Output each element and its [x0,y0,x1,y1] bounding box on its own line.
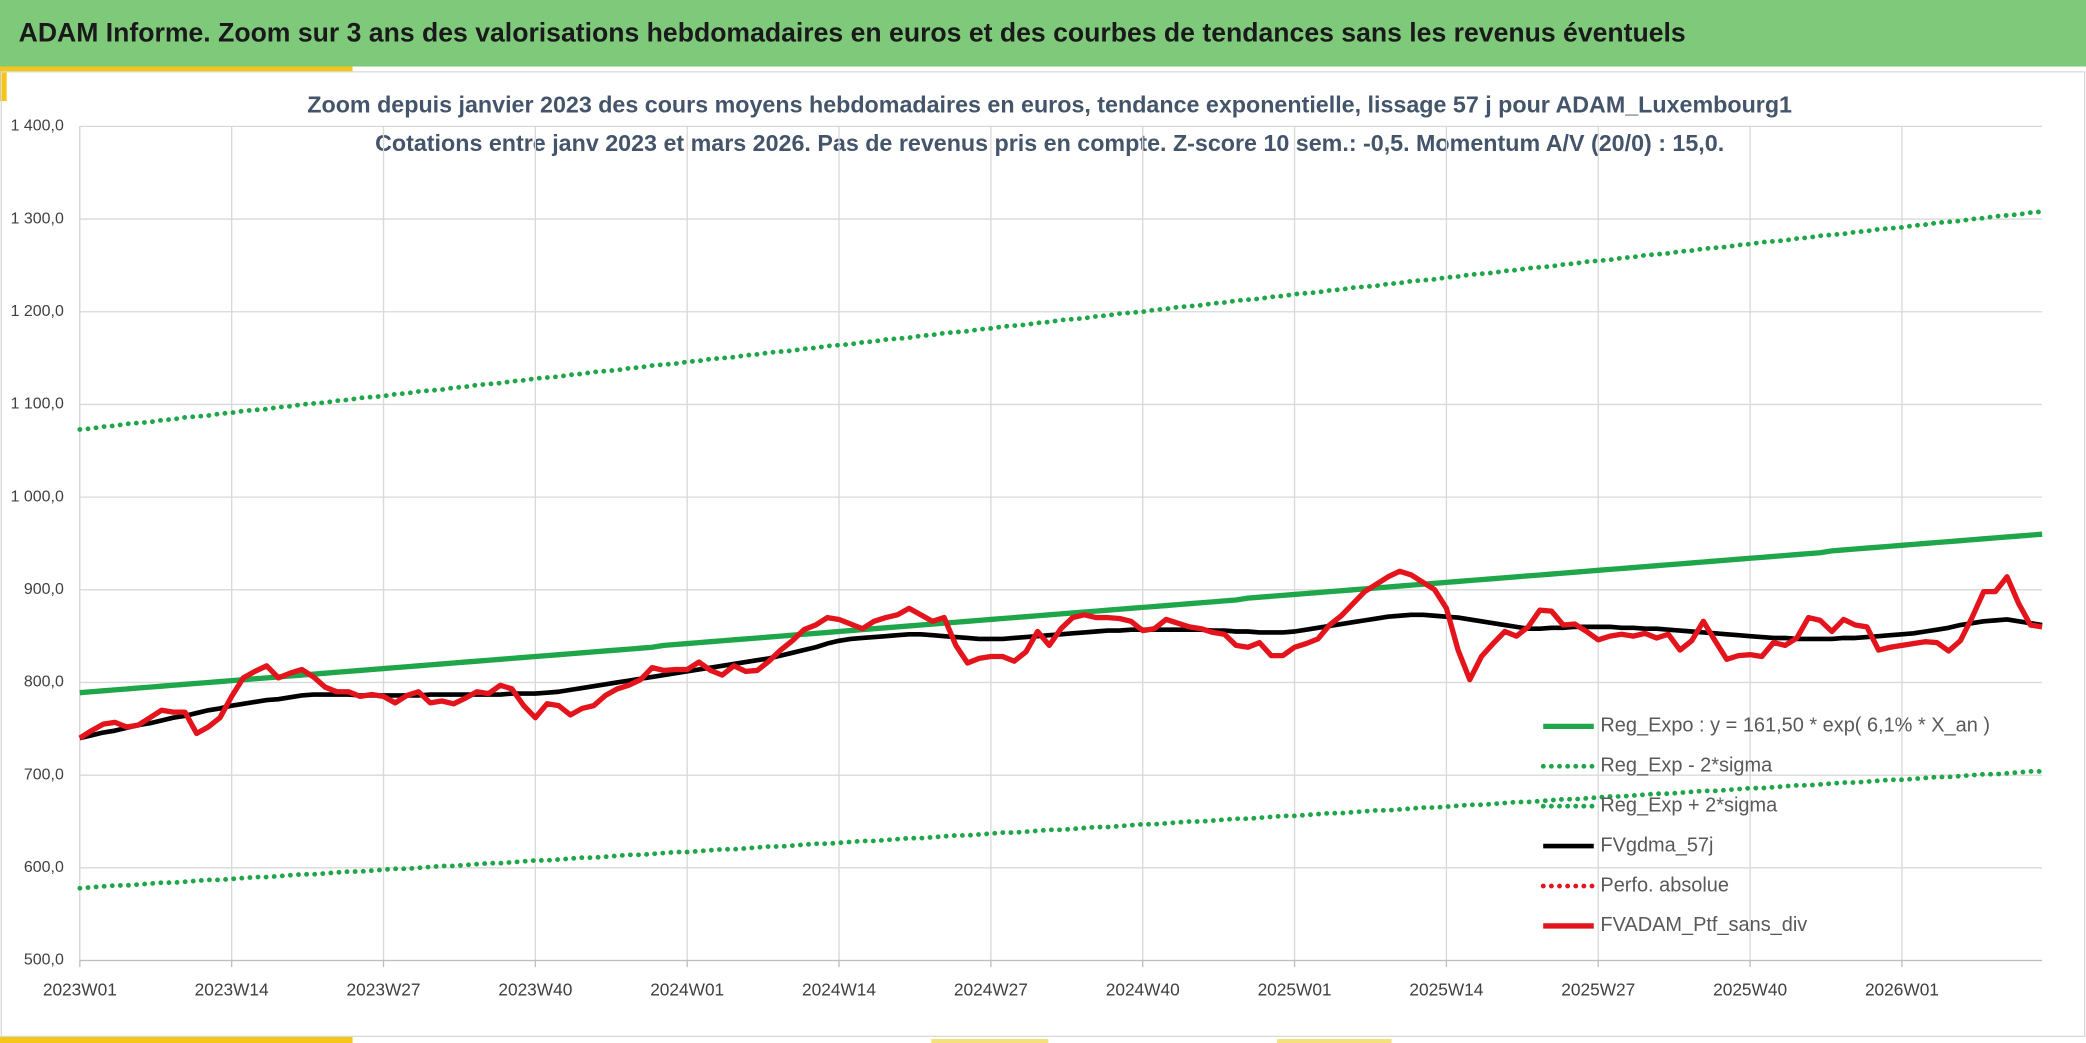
x-tick-label: 2024W14 [802,980,876,1000]
x-tick-label: 2024W27 [954,980,1028,1000]
y-tick-label: 900,0 [24,581,64,598]
y-tick-label: 1 400,0 [11,118,64,135]
x-tick-label: 2023W40 [498,980,572,1000]
legend-label: Reg_Exp - 2*sigma [1600,755,1773,777]
series-line [79,531,2043,696]
series-line [77,209,2045,432]
x-tick-label: 2025W40 [1713,980,1787,1000]
y-tick-label: 800,0 [24,674,64,691]
lines [77,209,2045,891]
legend-label: FVADAM_Ptf_sans_div [1600,914,1807,936]
x-tick-label: 2023W14 [195,980,269,1000]
y-tick-label: 1 000,0 [11,488,64,505]
accent [931,1039,1049,1043]
accent [0,66,7,102]
x-tick-label: 2025W01 [1258,980,1332,1000]
x-tick-label: 2024W01 [650,980,724,1000]
accent [0,66,353,72]
page-title: ADAM Informe. Zoom sur 3 ans des valoris… [19,18,1686,48]
y-tick-label: 1 200,0 [11,303,64,320]
x-tick-label: 2024W40 [1106,980,1180,1000]
grid: 500,0 600,0 700,0 800,0 900,0 1 000,0 1 100,0 1… [11,118,2043,1000]
x-tick-label: 2025W27 [1561,980,1635,1000]
x-tick-label: 2025W14 [1409,980,1483,1000]
y-tick-label: 600,0 [24,859,64,876]
chart-title: Zoom depuis janvier 2023 des cours moyen… [307,92,1792,118]
y-tick-label: 500,0 [24,952,64,969]
y-tick-label: 1 300,0 [11,210,64,227]
legend: Reg_Expo : y = 161,50 * exp( 6,1% * X_an… [1540,715,1990,936]
x-tick-label: 2026W01 [1865,980,1939,1000]
series-line [77,769,2045,891]
legend-label: Reg_Exp + 2*sigma [1600,794,1778,816]
series-line [78,568,2043,741]
chart-subtitle: Cotations entre janv 2023 et mars 2026. … [375,130,1724,156]
header-band [0,0,2086,67]
x-tick-label: 2023W01 [43,980,117,1000]
chart-frame [0,71,2086,1038]
x-tick-label: 2023W27 [347,980,421,1000]
y-tick-label: 700,0 [24,766,64,783]
legend-label: Reg_Expo : y = 161,50 * exp( 6,1% * X_an… [1600,715,1990,737]
legend-label: Perfo. absolue [1600,874,1729,896]
y-tick-label: 1 100,0 [11,396,64,413]
legend-label: FVgdma_57j [1600,834,1713,856]
accent [1277,1039,1392,1043]
accent [0,1036,353,1043]
